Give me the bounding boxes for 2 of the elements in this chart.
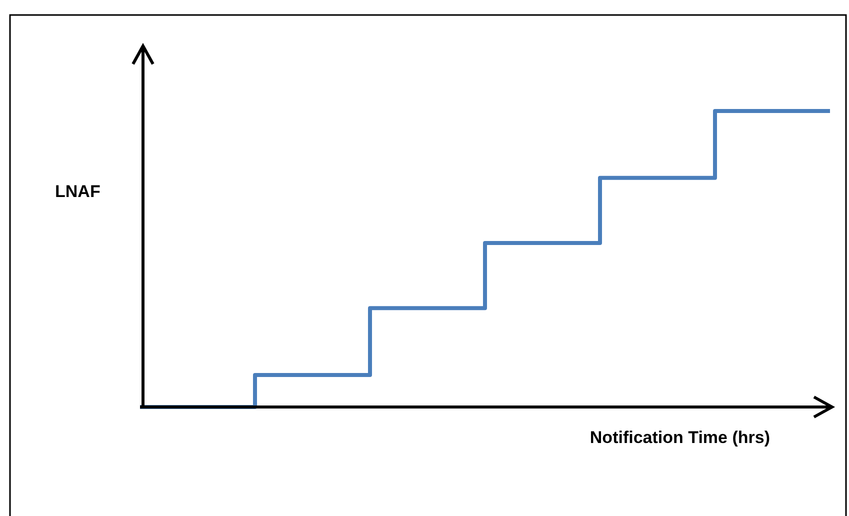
y-axis-title: LNAF	[55, 182, 100, 201]
x-axis-title: Notification Time (hrs)	[590, 428, 770, 447]
